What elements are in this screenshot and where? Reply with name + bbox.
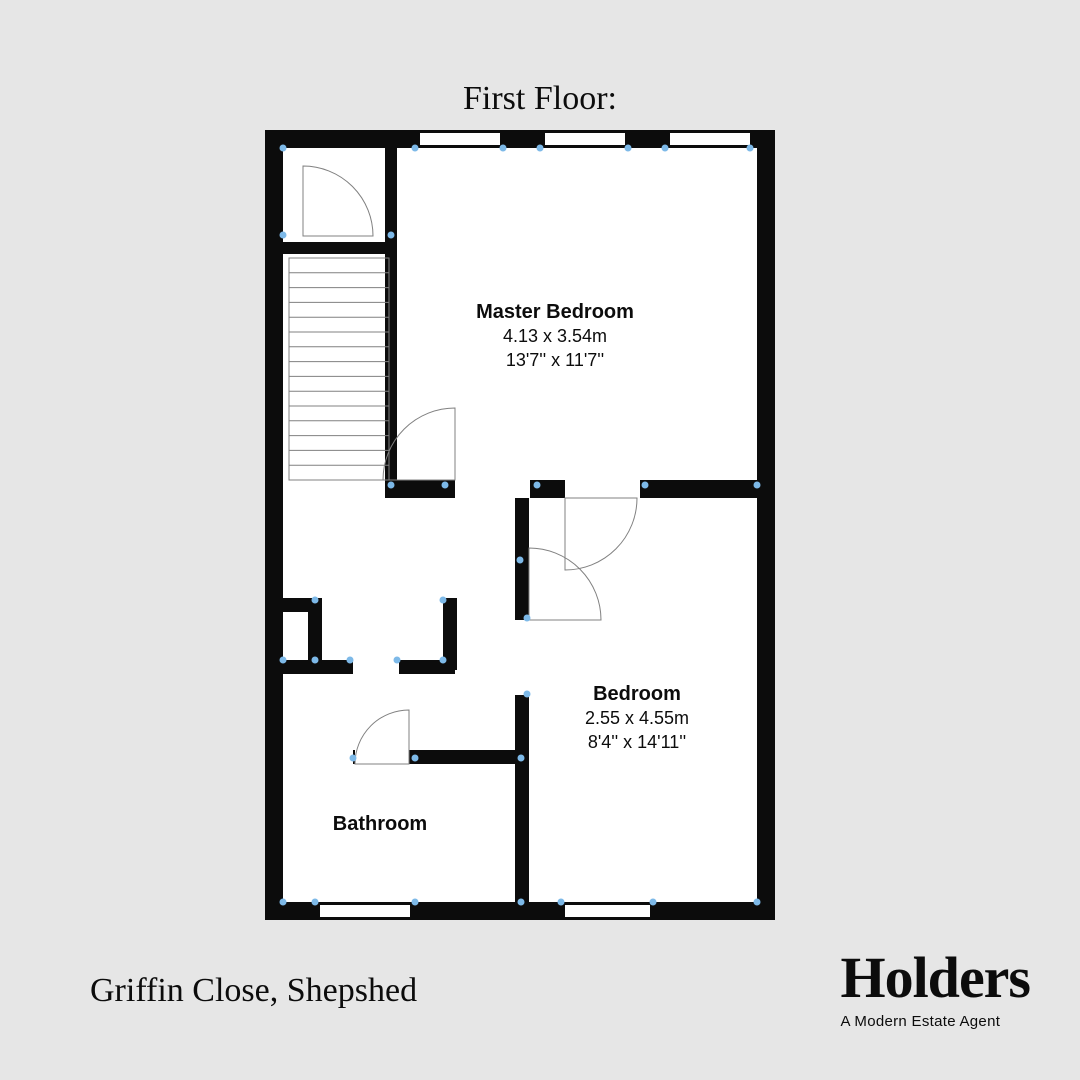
svg-text:13'7'' x 11'7'': 13'7'' x 11'7'': [506, 350, 604, 370]
brand-name: Holders: [840, 949, 1030, 1007]
property-address: Griffin Close, Shepshed: [90, 972, 417, 1010]
svg-text:4.13 x 3.54m: 4.13 x 3.54m: [503, 326, 607, 346]
svg-text:8'4'' x 14'11'': 8'4'' x 14'11'': [588, 732, 686, 752]
floorplan: Master Bedroom 4.13 x 3.54m 13'7'' x 11'7'…: [265, 130, 775, 920]
page-title: First Floor:: [0, 80, 1080, 118]
svg-text:Bathroom: Bathroom: [333, 813, 427, 835]
svg-text:Master Bedroom: Master Bedroom: [476, 301, 634, 323]
room-label-bathroom: Bathroom: [333, 813, 427, 835]
brand-block: Holders A Modern Estate Agent: [840, 949, 1030, 1030]
svg-text:Bedroom: Bedroom: [593, 683, 681, 705]
svg-text:2.55 x 4.55m: 2.55 x 4.55m: [585, 708, 689, 728]
room-label-bedroom: Bedroom 2.55 x 4.55m 8'4'' x 14'11'': [585, 683, 689, 752]
brand-tagline: A Modern Estate Agent: [840, 1013, 1030, 1030]
